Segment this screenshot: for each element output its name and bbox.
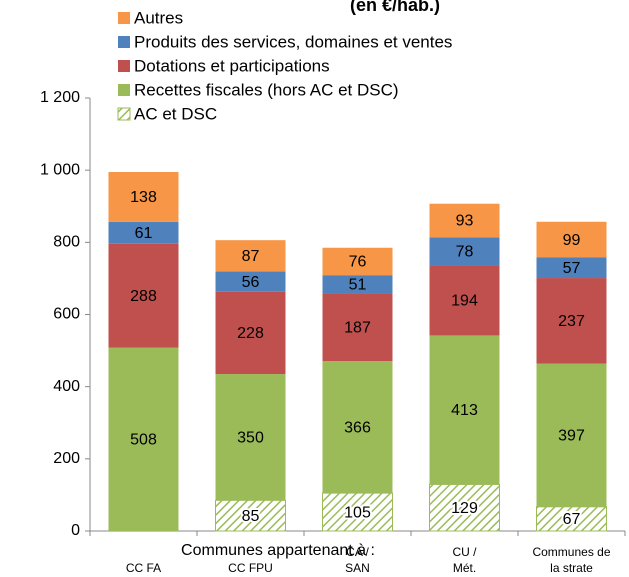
bar-segment [215,374,286,501]
bar-segment [536,257,607,279]
x-tick-label: CC FPU [228,561,273,575]
bar-segment [322,492,393,532]
y-tick-label: 200 [53,450,80,467]
bar-segment [215,271,286,292]
x-tick-label: CA / SAN [345,545,370,575]
bar-segment [536,278,607,364]
data-label: 57 [563,260,581,277]
bar-segment [429,237,500,266]
data-label: 85 [242,508,260,525]
bar-segment [108,221,179,244]
data-label: 397 [558,427,585,444]
bar-segment [429,335,500,485]
bar-segment [322,247,393,276]
legend-swatch [117,107,131,121]
legend-label: Recettes fiscales (hors AC et DSC) [134,80,399,99]
y-tick-label: 0 [71,522,80,539]
legend-label: AC et DSC [134,104,217,123]
y-tick-label: 400 [53,378,80,395]
bar-segment [536,221,607,258]
data-label: 76 [349,254,367,271]
legend-label: Produits des services, domaines et vente… [134,32,452,51]
data-label: 138 [130,189,157,206]
data-label: 129 [451,500,478,517]
legend-swatch [118,60,130,72]
data-label: 93 [456,213,474,230]
bar-segment [536,506,607,532]
y-tick-label: 1 200 [40,89,80,106]
bar-segment [108,243,179,348]
bar-segment [108,171,179,222]
bar-segment [215,240,286,272]
bar-segment [429,483,500,532]
data-label: 67 [563,511,581,528]
data-label: 508 [130,432,157,449]
x-tick-label: CU / Mét. [453,545,478,575]
y-tick-label: 800 [53,234,80,251]
bar-segment [215,291,286,375]
data-label: 187 [344,320,371,337]
bar-segment [536,363,607,507]
data-label: 366 [344,419,371,436]
data-label: 87 [242,248,260,265]
data-label: 288 [130,288,157,305]
x-tick-label: CC FA [126,561,161,575]
data-label: 78 [456,244,474,261]
bar-segment [322,275,393,294]
y-tick-label: 600 [53,306,80,323]
data-label: 350 [237,429,264,446]
data-label: 194 [451,293,478,310]
legend-label: Dotations et participations [134,56,330,75]
data-label: 56 [242,274,260,291]
data-label: 413 [451,402,478,419]
data-label: 228 [237,325,264,342]
legend-swatch [118,84,130,96]
legend-swatch [118,12,130,24]
bar-segment [322,293,393,362]
data-label: 51 [349,277,367,294]
bar-segment [215,499,286,532]
bar-segment [429,265,500,336]
bar-segment [108,347,179,531]
data-label: 99 [563,232,581,249]
x-tick-label: Communes de la strate [532,545,610,575]
bar-segment [322,361,393,494]
legend-swatch [118,36,130,48]
data-label: 237 [558,313,585,330]
bar-segment [429,203,500,238]
legend-label: Autres [134,8,183,27]
x-axis-label: Communes appartenant à : [181,542,375,559]
y-tick-label: 1 000 [40,161,80,178]
data-label: 61 [135,225,153,242]
data-label: 105 [344,504,371,521]
chart-title: (en €/hab.) [350,0,440,15]
